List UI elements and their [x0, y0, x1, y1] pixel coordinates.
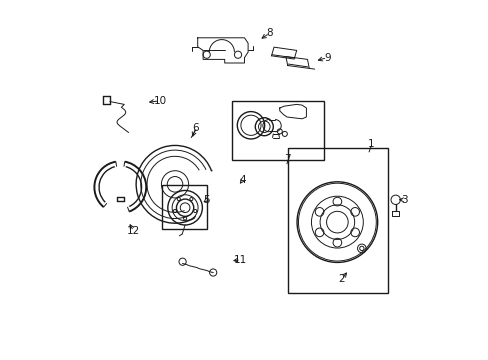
Text: 4: 4: [239, 175, 245, 185]
Text: 8: 8: [266, 28, 272, 38]
Text: 9: 9: [324, 53, 330, 63]
Text: 10: 10: [153, 96, 166, 106]
Text: 3: 3: [401, 195, 407, 205]
Bar: [231, 101, 323, 160]
Text: 7: 7: [284, 154, 290, 164]
Text: 1: 1: [367, 139, 374, 149]
Bar: [162, 185, 206, 229]
Text: 5: 5: [203, 195, 209, 205]
Text: 11: 11: [234, 255, 247, 265]
Text: 2: 2: [338, 274, 345, 284]
Text: 6: 6: [192, 123, 199, 133]
Text: 12: 12: [127, 226, 140, 236]
Bar: [287, 148, 387, 293]
